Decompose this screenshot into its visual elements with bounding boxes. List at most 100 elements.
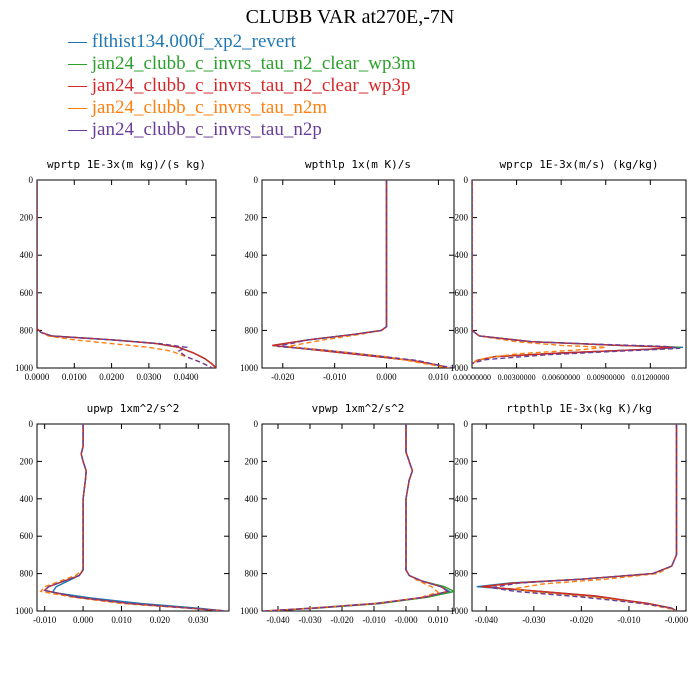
x-tick-label: -0.020 [570, 615, 594, 625]
plot-frame [36, 179, 217, 369]
x-tick-label: 0.0100 [62, 372, 87, 382]
series-line [37, 180, 213, 368]
x-tick-label: -0.010 [362, 615, 386, 625]
x-tick-label: 0.020 [150, 615, 171, 625]
series-line [265, 424, 440, 611]
legend-label: jan24_clubb_c_invrs_tau_n2_clear_wp3m [91, 53, 416, 74]
x-tick-label: 0.0400 [174, 372, 199, 382]
x-tick-label: -0.020 [330, 615, 354, 625]
legend-swatch-solid: — [68, 75, 92, 96]
series-line [51, 424, 226, 611]
plot-frame [471, 423, 687, 612]
series-line [472, 180, 606, 366]
y-tick-label: 800 [20, 569, 34, 579]
y-tick-label: 600 [245, 531, 259, 541]
y-tick-label: 200 [455, 213, 469, 223]
series-line [272, 180, 449, 368]
y-tick-label: 1000 [450, 363, 469, 373]
series-line [37, 180, 216, 368]
series-line [265, 424, 454, 611]
y-tick-label: 0 [464, 419, 469, 429]
series-line [476, 424, 678, 611]
y-tick-label: 800 [245, 325, 259, 335]
plot-frame [36, 423, 230, 612]
y-tick-label: 600 [20, 531, 34, 541]
legend-item: — jan24_clubb_c_invrs_tau_n2m [68, 97, 327, 119]
x-tick-label: 0.010 [428, 372, 449, 382]
series-line [37, 180, 213, 368]
y-tick-label: 1000 [450, 606, 469, 616]
x-tick-label: -0.010 [323, 372, 347, 382]
y-tick-label: 800 [20, 325, 34, 335]
series-line [43, 424, 226, 611]
series-line [272, 180, 449, 368]
plot-frame [261, 179, 455, 369]
legend-label: jan24_clubb_c_invrs_tau_n2p [91, 119, 322, 140]
x-tick-label: 0.00900000 [587, 373, 625, 382]
y-tick-label: 600 [455, 531, 469, 541]
y-tick-label: 0 [29, 175, 34, 185]
panel-title: wpthlp 1x(m K)/s [305, 158, 411, 171]
series-line [37, 180, 216, 368]
series-line [37, 180, 216, 368]
x-tick-label: 0.000 [376, 372, 397, 382]
legend-label: jan24_clubb_c_invrs_tau_n2_clear_wp3p [91, 75, 411, 96]
x-tick-label: 0.00000000 [453, 373, 491, 382]
x-tick-label: -0.040 [266, 615, 290, 625]
y-tick-label: 600 [20, 288, 34, 298]
series-line [514, 424, 678, 611]
y-tick-label: 600 [245, 288, 259, 298]
x-tick-label: -0.010 [33, 615, 57, 625]
x-tick-label: -0.010 [617, 615, 641, 625]
series-line [472, 180, 681, 364]
panel-title: wprtp 1E-3x(m kg)/(s kg) [47, 158, 206, 171]
legend-swatch-dashed: — [68, 119, 92, 140]
y-tick-label: 400 [455, 250, 469, 260]
y-tick-label: 600 [455, 288, 469, 298]
x-tick-label: 0.01200000 [631, 373, 669, 382]
y-tick-label: 200 [20, 456, 34, 466]
series-line [472, 180, 681, 365]
y-tick-label: 400 [245, 494, 259, 504]
series-line [43, 424, 226, 611]
x-tick-label: 0.00300000 [498, 373, 536, 382]
legend-item: — jan24_clubb_c_invrs_tau_n2p [68, 119, 322, 141]
series-line [481, 424, 678, 611]
y-tick-label: 400 [455, 494, 469, 504]
y-tick-label: 800 [245, 569, 259, 579]
panel-title: upwp 1xm^2/s^2 [87, 402, 180, 415]
x-tick-label: -0.040 [475, 615, 499, 625]
x-tick-label: 0.030 [188, 615, 209, 625]
y-tick-label: 1000 [15, 363, 34, 373]
y-tick-label: 200 [20, 213, 34, 223]
legend-item: — jan24_clubb_c_invrs_tau_n2_clear_wp3m [68, 53, 416, 75]
series-line [272, 180, 449, 368]
legend-label: flthist134.000f_xp2_revert [91, 31, 296, 52]
y-tick-label: 200 [245, 213, 259, 223]
y-tick-label: 0 [254, 175, 259, 185]
x-tick-label: -0.030 [298, 615, 322, 625]
y-tick-label: 0 [254, 419, 259, 429]
panel-title: rtpthlp 1E-3x(kg K)/kg [506, 402, 652, 415]
x-tick-label: 0.010 [111, 615, 132, 625]
x-tick-label: -0.000 [394, 615, 418, 625]
x-tick-label: 0.010 [428, 615, 449, 625]
legend-item: — jan24_clubb_c_invrs_tau_n2_clear_wp3p [68, 75, 410, 97]
y-tick-label: 800 [455, 325, 469, 335]
y-tick-label: 200 [455, 456, 469, 466]
panel-title: wprcp 1E-3x(m/s) (kg/kg) [500, 158, 659, 171]
y-tick-label: 400 [245, 250, 259, 260]
series-line [43, 424, 226, 611]
y-tick-label: 1000 [240, 363, 259, 373]
plot-frame [261, 423, 455, 612]
y-tick-label: 0 [29, 419, 34, 429]
y-tick-label: 800 [455, 569, 469, 579]
x-tick-label: -0.020 [271, 372, 295, 382]
y-tick-label: 200 [245, 456, 259, 466]
panel-title: vpwp 1xm^2/s^2 [312, 402, 405, 415]
x-tick-label: 0.0000 [25, 372, 50, 382]
series-line [277, 180, 454, 368]
legend-swatch-solid: — [68, 31, 92, 52]
series-line [265, 424, 450, 611]
